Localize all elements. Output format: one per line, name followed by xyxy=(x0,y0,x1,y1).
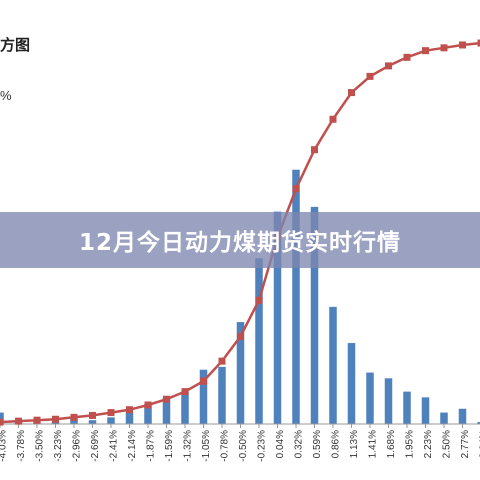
line-marker xyxy=(15,417,22,425)
line-marker xyxy=(163,395,170,403)
line-marker xyxy=(144,401,152,409)
line-marker xyxy=(107,409,115,417)
line-marker xyxy=(237,332,244,340)
x-tick-label: -3.23% xyxy=(53,430,64,462)
x-tick-label: -3.78% xyxy=(16,430,27,462)
line-marker xyxy=(440,44,448,52)
line-marker xyxy=(292,185,300,193)
x-tick-label: 0.86% xyxy=(331,430,342,458)
bar xyxy=(310,206,319,424)
line-marker xyxy=(329,115,337,123)
line-marker xyxy=(385,62,392,70)
bar xyxy=(384,378,393,424)
x-tick-label: 1.13% xyxy=(349,430,360,458)
title-banner: 12月今日动力煤期货实时行情 xyxy=(0,212,480,268)
x-tick-label: 2.77% xyxy=(460,430,471,458)
x-tick-label: -2.41% xyxy=(109,430,120,462)
x-tick-label: -1.05% xyxy=(201,430,212,462)
bar xyxy=(88,420,97,424)
bar xyxy=(440,412,448,424)
bar xyxy=(218,366,226,424)
x-tick-label: 0.59% xyxy=(312,430,323,458)
x-tick-label: 1.95% xyxy=(405,430,416,458)
line-marker xyxy=(403,53,411,61)
line-marker xyxy=(126,406,133,414)
line-marker xyxy=(33,416,41,424)
line-marker xyxy=(459,41,466,49)
x-tick-label: 2.50% xyxy=(442,430,453,458)
x-tick-label: 1.41% xyxy=(368,430,379,458)
bar xyxy=(255,258,263,424)
x-tick-label: 2.23% xyxy=(423,430,434,458)
line-marker xyxy=(181,388,189,396)
bar xyxy=(458,408,467,424)
ticks-layer xyxy=(0,424,463,428)
bars-layer xyxy=(0,169,480,424)
x-tick-label: -2.96% xyxy=(72,430,83,462)
x-tick-label: -2.14% xyxy=(127,430,138,462)
chart-title-fragment: 方图 xyxy=(0,37,31,54)
x-tick-label: -3.50% xyxy=(35,430,46,462)
line-marker xyxy=(52,415,59,423)
line-marker xyxy=(348,89,355,97)
bar xyxy=(292,169,300,424)
x-tick-label: 1.68% xyxy=(386,430,397,458)
x-tick-label: -0.50% xyxy=(238,430,249,462)
bar xyxy=(181,391,189,424)
x-tick-label: 0.32% xyxy=(294,430,305,458)
line-marker xyxy=(422,47,429,55)
bar xyxy=(347,343,356,424)
line-marker xyxy=(200,377,207,385)
cumulative-line xyxy=(0,41,480,424)
bar xyxy=(403,391,411,424)
x-tick-label: -1.32% xyxy=(183,430,194,462)
x-tick-label: -0.78% xyxy=(220,430,231,462)
bar xyxy=(273,211,282,424)
bar xyxy=(329,306,337,424)
bar xyxy=(421,397,430,424)
axis-percent-fragment: % xyxy=(0,88,12,103)
line-marker xyxy=(70,413,78,421)
x-tick-label: -1.87% xyxy=(146,430,157,462)
line-marker xyxy=(311,146,318,154)
x-tick-label: -4.03% xyxy=(0,430,9,462)
labels-layer: -4.03% -3.78% -3.50% -3.23% -2.96% -2.69% -2.4… xyxy=(0,430,480,462)
bar xyxy=(107,417,115,424)
x-tick-label: -0.23% xyxy=(257,430,268,462)
x-tick-label: 3.04% xyxy=(479,430,480,458)
x-tick-label: -1.59% xyxy=(164,430,175,462)
bar xyxy=(236,322,245,424)
x-tick-label: -2.69% xyxy=(90,430,101,462)
bar xyxy=(51,422,60,424)
line-marker xyxy=(0,418,4,426)
bar xyxy=(199,369,208,424)
bar xyxy=(477,422,480,424)
bar xyxy=(144,404,152,424)
line-marker xyxy=(89,411,96,419)
bar xyxy=(0,412,4,424)
bar xyxy=(366,372,374,424)
bar xyxy=(162,397,171,424)
line-marker xyxy=(366,72,374,80)
line-marker xyxy=(218,357,226,365)
bar xyxy=(125,412,134,424)
banner-title: 12月今日动力煤期货实时行情 xyxy=(78,230,401,256)
line-marker xyxy=(255,296,263,304)
line-marker xyxy=(477,39,480,47)
x-tick-label: 0.04% xyxy=(275,430,286,458)
